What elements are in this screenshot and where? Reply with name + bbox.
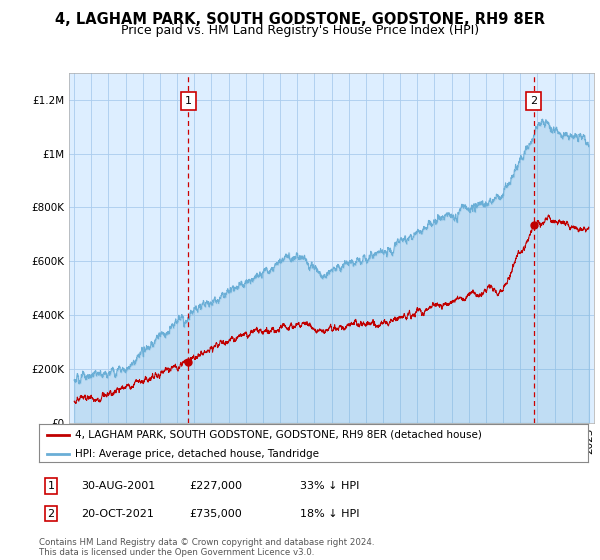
Text: 2: 2 bbox=[47, 508, 55, 519]
Text: 18% ↓ HPI: 18% ↓ HPI bbox=[300, 508, 359, 519]
Text: HPI: Average price, detached house, Tandridge: HPI: Average price, detached house, Tand… bbox=[74, 449, 319, 459]
Text: 1: 1 bbox=[47, 481, 55, 491]
Text: Contains HM Land Registry data © Crown copyright and database right 2024.
This d: Contains HM Land Registry data © Crown c… bbox=[39, 538, 374, 557]
Text: 33% ↓ HPI: 33% ↓ HPI bbox=[300, 481, 359, 491]
Text: £227,000: £227,000 bbox=[189, 481, 242, 491]
Text: Price paid vs. HM Land Registry's House Price Index (HPI): Price paid vs. HM Land Registry's House … bbox=[121, 24, 479, 37]
Text: 1: 1 bbox=[185, 96, 192, 106]
Text: 20-OCT-2021: 20-OCT-2021 bbox=[81, 508, 154, 519]
Text: 2: 2 bbox=[530, 96, 538, 106]
Text: 30-AUG-2001: 30-AUG-2001 bbox=[81, 481, 155, 491]
Text: 4, LAGHAM PARK, SOUTH GODSTONE, GODSTONE, RH9 8ER (detached house): 4, LAGHAM PARK, SOUTH GODSTONE, GODSTONE… bbox=[74, 430, 482, 440]
Text: £735,000: £735,000 bbox=[189, 508, 242, 519]
Text: 4, LAGHAM PARK, SOUTH GODSTONE, GODSTONE, RH9 8ER: 4, LAGHAM PARK, SOUTH GODSTONE, GODSTONE… bbox=[55, 12, 545, 27]
